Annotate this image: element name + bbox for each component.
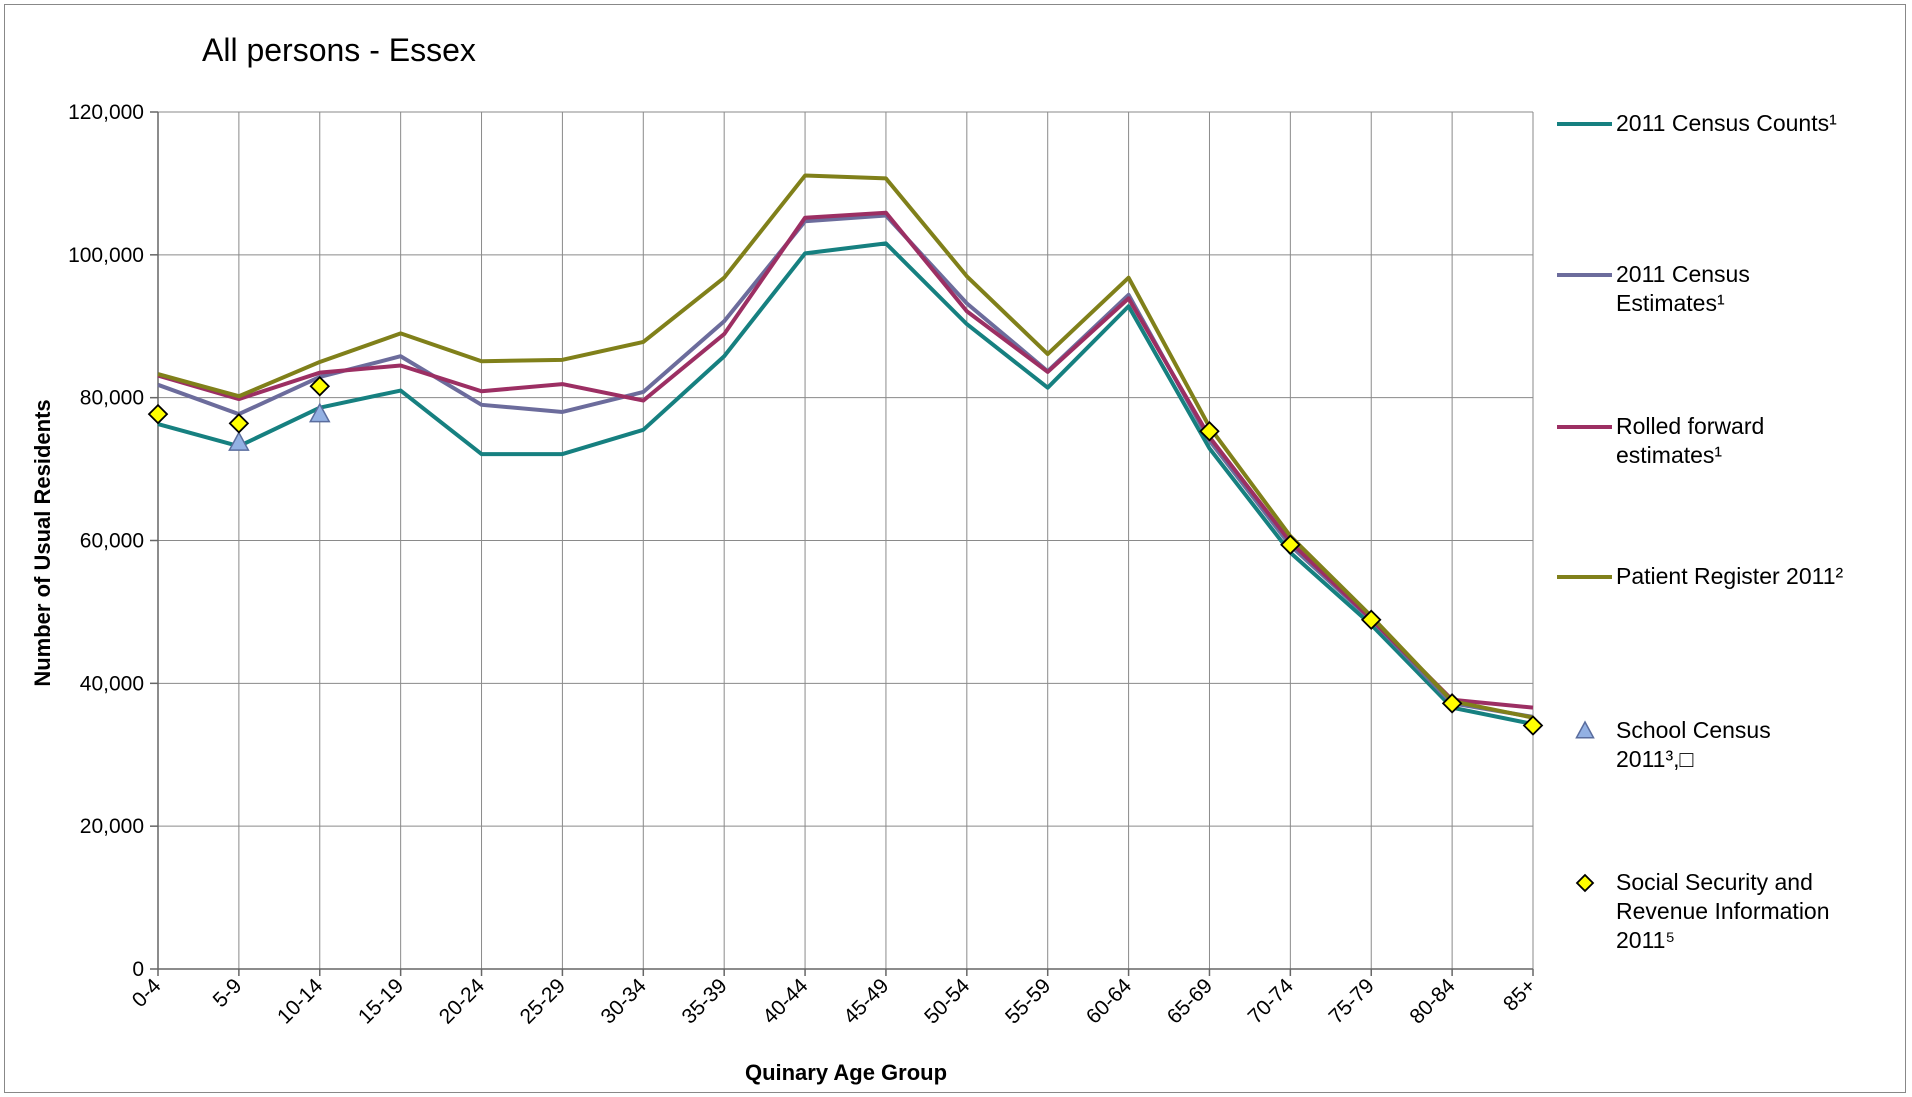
x-tick-label: 10-14: [273, 974, 327, 1028]
x-tick-label: 80-84: [1405, 974, 1459, 1028]
social-security-marker: [1360, 609, 1382, 631]
x-tick-label: 75-79: [1325, 974, 1379, 1028]
axes: [150, 111, 1534, 976]
social-security-marker: [1280, 534, 1301, 556]
y-tick-label: 100,000: [68, 244, 144, 267]
y-tick-label: 0: [132, 958, 144, 981]
social-security-marker: [309, 375, 331, 397]
y-axis-label: Number of Usual Residents: [30, 399, 55, 686]
legend-label: estimates¹: [1616, 442, 1722, 468]
legend: 2011 Census Counts¹ 2011 Census Estimates¹…: [1557, 110, 1843, 953]
series-line: [157, 173, 1534, 720]
y-tick-label: 60,000: [80, 530, 144, 553]
x-tick-label: 65-69: [1163, 974, 1217, 1028]
x-tick-label: 45-49: [839, 974, 893, 1028]
social-security-marker: [228, 413, 250, 434]
legend-label: Social Security and: [1616, 869, 1813, 895]
x-tick-label: 50-54: [920, 974, 974, 1028]
series-line: [157, 210, 1534, 710]
y-tick-label: 80,000: [80, 387, 144, 410]
school-census-marker: [309, 402, 331, 423]
legend-label: Revenue Information: [1616, 898, 1830, 924]
legend-label: Estimates¹: [1616, 290, 1725, 316]
x-axis-label: Quinary Age Group: [745, 1060, 947, 1085]
legend-label: 2011 Census Counts¹: [1616, 110, 1837, 136]
legend-label: 2011⁵: [1616, 927, 1675, 953]
chart-title: All persons - Essex: [202, 32, 476, 68]
x-tick-label: 35-39: [677, 974, 731, 1028]
social-security-marker: [1199, 420, 1220, 442]
legend-label: Rolled forward: [1616, 413, 1764, 439]
y-tick-labels: 0 20,000 40,000 60,000 80,000 100,000 120,000: [68, 101, 144, 981]
legend-label: School Census: [1616, 717, 1771, 743]
x-tick-label: 25-29: [516, 974, 570, 1028]
x-tick-label: 30-34: [597, 974, 651, 1028]
series-line: [157, 213, 1534, 719]
legend-label: Patient Register 2011²: [1616, 563, 1843, 589]
grid: [157, 111, 1534, 970]
x-tick-label: 40-44: [758, 974, 812, 1028]
legend-label: 2011³,□: [1616, 746, 1694, 772]
x-tick-label: 55-59: [1001, 974, 1055, 1028]
y-tick-label: 40,000: [80, 672, 144, 695]
social-security-marker: [1522, 715, 1544, 736]
legend-label: 2011 Census: [1616, 261, 1750, 287]
x-tick-label: 20-24: [435, 974, 489, 1028]
x-tick-label: 15-19: [354, 974, 408, 1028]
x-tick-label: 85+: [1499, 974, 1540, 1015]
x-tick-label: 5-9: [209, 974, 247, 1012]
y-tick-label: 20,000: [80, 815, 144, 838]
legend-triangle-icon: [1575, 720, 1595, 739]
social-security-marker: [147, 403, 169, 425]
series-line: [157, 241, 1534, 727]
legend-diamond-icon: [1575, 873, 1595, 893]
social-security-marker: [1441, 693, 1463, 714]
x-tick-label: 60-64: [1082, 974, 1136, 1028]
series-layer: [157, 173, 1534, 727]
chart-frame: [4, 4, 1906, 1093]
markers-layer: [147, 375, 1544, 736]
x-tick-labels: 0-4 5-9 10-14 15-19 20-24 25-29 30-34 35-39 40-4…: [128, 974, 1541, 1028]
school-census-marker: [228, 431, 250, 451]
y-tick-label: 120,000: [68, 101, 144, 124]
x-tick-label: 70-74: [1244, 974, 1298, 1028]
